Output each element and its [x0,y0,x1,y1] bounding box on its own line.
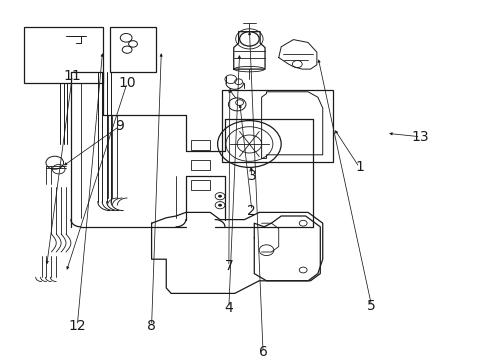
Bar [222,90,332,162]
Bar [24,27,102,83]
Text: 10: 10 [118,76,136,90]
Bar [190,160,210,170]
Circle shape [218,195,222,198]
Text: 4: 4 [224,301,233,315]
Text: 8: 8 [147,319,156,333]
Text: 2: 2 [247,204,256,217]
Text: 11: 11 [63,69,81,82]
Bar [190,180,210,190]
Text: 9: 9 [115,119,124,133]
Text: 13: 13 [411,130,428,144]
Circle shape [218,204,222,207]
Text: 3: 3 [247,170,256,183]
Bar [110,27,156,72]
Text: 6: 6 [258,345,267,359]
Text: 7: 7 [224,260,233,273]
Text: 12: 12 [68,319,86,333]
Bar [190,140,210,150]
Text: 5: 5 [366,299,375,313]
Text: 1: 1 [354,161,363,174]
